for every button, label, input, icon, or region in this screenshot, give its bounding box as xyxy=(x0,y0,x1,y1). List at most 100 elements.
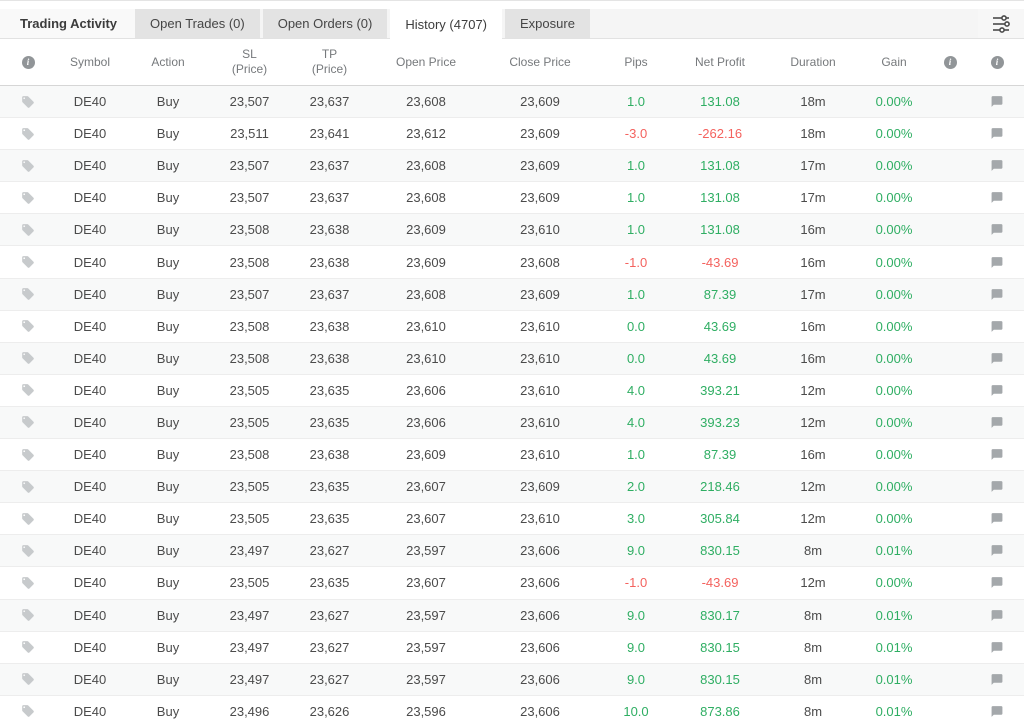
row-tag-button[interactable] xyxy=(0,415,56,429)
tag-icon xyxy=(21,127,35,141)
cell-gain: 0.00% xyxy=(875,158,913,174)
tab-exposure[interactable]: Exposure xyxy=(505,9,590,38)
row-comment-button[interactable] xyxy=(970,673,1024,686)
row-comment-button[interactable] xyxy=(970,384,1024,397)
tag-icon xyxy=(21,95,35,109)
comment-icon xyxy=(990,641,1004,654)
row-comment-button[interactable] xyxy=(970,95,1024,108)
row-tag-button[interactable] xyxy=(0,255,56,269)
tag-icon xyxy=(21,159,35,173)
cell-action: Buy xyxy=(156,158,180,174)
comment-icon xyxy=(990,448,1004,461)
row-tag-button[interactable] xyxy=(0,223,56,237)
row-tag-button[interactable] xyxy=(0,544,56,558)
row-tag-button[interactable] xyxy=(0,672,56,686)
row-comment-button[interactable] xyxy=(970,705,1024,718)
cell-net-profit: 830.17 xyxy=(700,607,740,623)
row-comment-button[interactable] xyxy=(970,448,1024,461)
comment-icon xyxy=(990,512,1004,525)
cell-duration: 18m xyxy=(800,94,826,110)
row-tag-button[interactable] xyxy=(0,383,56,397)
row-comment-button[interactable] xyxy=(970,191,1024,204)
row-comment-button[interactable] xyxy=(970,352,1024,365)
cell-gain: 0.00% xyxy=(875,190,913,206)
row-tag-button[interactable] xyxy=(0,159,56,173)
table-row: DE40 Buy 23,496 23,626 23,596 23,606 10.… xyxy=(0,695,1024,727)
cell-gain: 0.00% xyxy=(875,126,913,142)
row-comment-button[interactable] xyxy=(970,127,1024,140)
tag-icon xyxy=(21,383,35,397)
cell-close-price: 23,606 xyxy=(520,671,560,687)
cell-duration: 17m xyxy=(800,158,826,174)
cell-pips: 1.0 xyxy=(626,222,646,238)
cell-symbol: DE40 xyxy=(73,94,107,110)
comment-icon xyxy=(990,705,1004,718)
tab-history-4707[interactable]: History (4707) xyxy=(390,9,502,39)
row-tag-button[interactable] xyxy=(0,127,56,141)
cell-action: Buy xyxy=(156,543,180,559)
row-tag-button[interactable] xyxy=(0,576,56,590)
table-row: DE40 Buy 23,508 23,638 23,610 23,610 0.0… xyxy=(0,310,1024,343)
col-header-symbol: Symbol xyxy=(69,54,110,69)
cell-gain: 0.01% xyxy=(875,543,913,559)
tag-icon xyxy=(21,319,35,333)
row-comment-button[interactable] xyxy=(970,609,1024,622)
row-tag-button[interactable] xyxy=(0,351,56,365)
cell-net-profit: 87.39 xyxy=(703,286,737,302)
row-comment-button[interactable] xyxy=(970,256,1024,269)
row-tag-button[interactable] xyxy=(0,319,56,333)
tab-open-orders-0[interactable]: Open Orders (0) xyxy=(262,9,388,38)
cell-tp-price: 23,635 xyxy=(309,382,350,398)
cell-gain: 0.01% xyxy=(875,703,913,719)
col-header-gain: Gain xyxy=(881,54,907,69)
table-row: DE40 Buy 23,508 23,638 23,609 23,608 -1.… xyxy=(0,246,1024,279)
cell-tp-price: 23,635 xyxy=(309,414,350,430)
cell-tp-price: 23,635 xyxy=(309,575,350,591)
cell-close-price: 23,606 xyxy=(520,543,560,559)
cell-sl-price: 23,497 xyxy=(229,607,270,623)
row-comment-button[interactable] xyxy=(970,544,1024,557)
cell-net-profit: 43.69 xyxy=(703,318,737,334)
row-comment-button[interactable] xyxy=(970,416,1024,429)
cell-sl-price: 23,505 xyxy=(229,511,270,527)
row-comment-button[interactable] xyxy=(970,159,1024,172)
header-info-icon[interactable]: i xyxy=(0,55,56,69)
cell-close-price: 23,609 xyxy=(520,126,560,142)
tab-open-trades-0[interactable]: Open Trades (0) xyxy=(135,9,260,38)
row-tag-button[interactable] xyxy=(0,191,56,205)
row-comment-button[interactable] xyxy=(970,512,1024,525)
tag-icon xyxy=(21,191,35,205)
row-tag-button[interactable] xyxy=(0,448,56,462)
table-row: DE40 Buy 23,497 23,627 23,597 23,606 9.0… xyxy=(0,631,1024,664)
comment-icon xyxy=(990,320,1004,333)
header-info-icon-3[interactable]: i xyxy=(970,55,1024,69)
row-tag-button[interactable] xyxy=(0,704,56,718)
filter-settings-button[interactable] xyxy=(978,9,1024,38)
table-row: DE40 Buy 23,508 23,638 23,609 23,610 1.0… xyxy=(0,439,1024,472)
cell-net-profit: 87.39 xyxy=(703,447,737,463)
row-comment-button[interactable] xyxy=(970,480,1024,493)
cell-tp-price: 23,638 xyxy=(309,318,350,334)
cell-pips: 9.0 xyxy=(626,639,646,655)
comment-icon xyxy=(990,352,1004,365)
row-comment-button[interactable] xyxy=(970,641,1024,654)
row-comment-button[interactable] xyxy=(970,223,1024,236)
header-info-icon-2[interactable]: i xyxy=(930,55,970,69)
cell-symbol: DE40 xyxy=(73,414,107,430)
row-comment-button[interactable] xyxy=(970,288,1024,301)
row-tag-button[interactable] xyxy=(0,640,56,654)
cell-close-price: 23,610 xyxy=(520,447,560,463)
cell-pips: 0.0 xyxy=(626,318,646,334)
row-tag-button[interactable] xyxy=(0,480,56,494)
row-tag-button[interactable] xyxy=(0,95,56,109)
row-tag-button[interactable] xyxy=(0,512,56,526)
row-tag-button[interactable] xyxy=(0,608,56,622)
cell-duration: 8m xyxy=(803,607,823,623)
row-comment-button[interactable] xyxy=(970,576,1024,589)
cell-gain: 0.01% xyxy=(875,671,913,687)
panel-title: Trading Activity xyxy=(0,9,136,38)
row-comment-button[interactable] xyxy=(970,320,1024,333)
row-tag-button[interactable] xyxy=(0,287,56,301)
cell-sl-price: 23,508 xyxy=(229,350,270,366)
